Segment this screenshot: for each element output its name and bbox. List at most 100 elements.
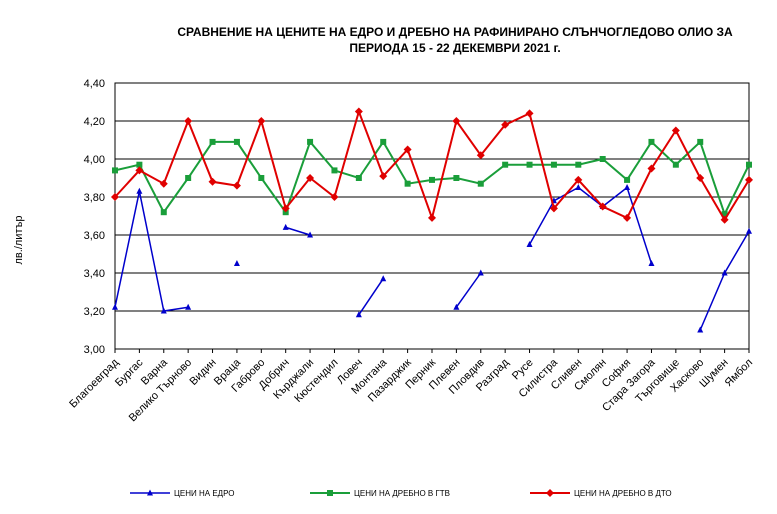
y-tick-label: 4,20 [84,116,105,128]
y-tick-label: 3,20 [84,306,105,318]
data-point [112,303,118,310]
legend-label: ЦЕНИ НА ЕДРО [174,489,234,498]
legend: ЦЕНИ НА ЕДРО ЦЕНИ НА ДРЕБНО В ГТВ ЦЕНИ НА … [130,489,672,498]
data-point [355,311,362,318]
chart-title-line1: СРАВНЕНИЕ НА ЦЕНИТЕ НА ЕДРО И ДРЕБНО НА … [177,25,733,39]
data-point [721,269,728,276]
data-point [599,156,606,162]
chart-title-line2: ПЕРИОДА 15 - 22 ДЕКЕМВРИ 2021 г. [349,41,560,55]
x-tick-label: Бургас [113,356,146,389]
data-point [209,138,216,145]
data-point [380,275,387,282]
y-tick-label: 3,60 [84,230,105,242]
legend-swatch-marker [546,489,554,497]
legend-label: ЦЕНИ НА ДРЕБНО В ДТО [574,489,672,498]
data-point [160,209,167,216]
data-point [697,326,704,333]
x-tick-label: Благоевград [67,356,121,410]
data-point [671,126,680,135]
data-point [697,138,704,145]
legend-item-1: ЦЕНИ НА ДРЕБНО В ГТВ [310,489,450,498]
data-point [281,204,290,213]
data-point [502,161,509,168]
data-point [403,145,412,154]
data-point [526,241,533,247]
data-point [648,260,655,266]
y-tick-label: 3,40 [84,268,105,280]
x-tick-label: Видин [187,357,218,388]
data-point [136,187,143,194]
series-2 [111,107,753,224]
data-point [526,161,533,168]
data-point [549,204,558,213]
data-point [501,120,510,129]
legend-item-0: ЦЕНИ НА ЕДРО [130,489,234,498]
legend-item-2: ЦЕНИ НА ДРЕБНО В ДТО [530,489,672,498]
data-point [720,215,729,224]
y-tick-label: 4,00 [84,154,105,166]
data-point [330,193,339,201]
data-point [233,138,240,145]
data-point [696,174,705,182]
data-point [135,166,144,175]
data-point [404,180,411,187]
data-point [575,161,582,168]
data-point [355,175,362,181]
data-point [477,269,484,276]
data-point [721,211,728,218]
series-line [114,108,750,222]
data-point [476,151,485,160]
series-1 [112,138,752,218]
data-point [258,175,265,181]
series-0 [112,184,752,333]
series-line [114,191,189,312]
data-point [453,303,460,310]
data-point [159,179,168,188]
data-point [208,177,217,186]
data-point [232,181,241,190]
data-point [453,175,460,181]
legend-swatch-marker [147,489,153,496]
data-point [184,117,193,125]
series-line [285,226,311,236]
data-point [647,164,656,173]
data-point [379,172,388,181]
data-point [429,176,435,183]
data-point [257,117,266,125]
data-point [428,213,436,222]
data-point [111,193,119,201]
series-lines [111,107,753,333]
data-point [525,109,534,118]
data-point [746,161,752,168]
data-point [672,161,679,168]
data-point [185,303,192,310]
series-line [699,230,750,331]
data-point [452,117,461,125]
legend-label: ЦЕНИ НА ДРЕБНО В ГТВ [354,489,450,498]
y-tick-labels: 3,00 3,20 3,40 3,60 3,80 4,00 4,20 4,40 [84,78,105,356]
data-point [282,223,289,230]
data-point [307,138,314,145]
data-point [477,180,484,187]
data-point [331,167,338,174]
grid-lines [114,82,750,350]
series-line [528,186,653,264]
data-point [624,176,631,183]
data-point [380,138,387,145]
data-point [307,231,314,238]
data-point [623,213,632,222]
x-tick-label: Ямбол [723,357,756,390]
data-point [745,175,753,184]
data-point [136,161,143,168]
y-tick-label: 3,00 [84,344,105,356]
data-point [624,184,631,190]
data-point [575,184,582,190]
data-point [233,260,240,266]
data-point [185,175,192,181]
data-point [574,175,583,184]
data-point [306,174,315,182]
data-point [354,107,363,116]
data-point [648,138,655,145]
data-point [598,202,607,211]
